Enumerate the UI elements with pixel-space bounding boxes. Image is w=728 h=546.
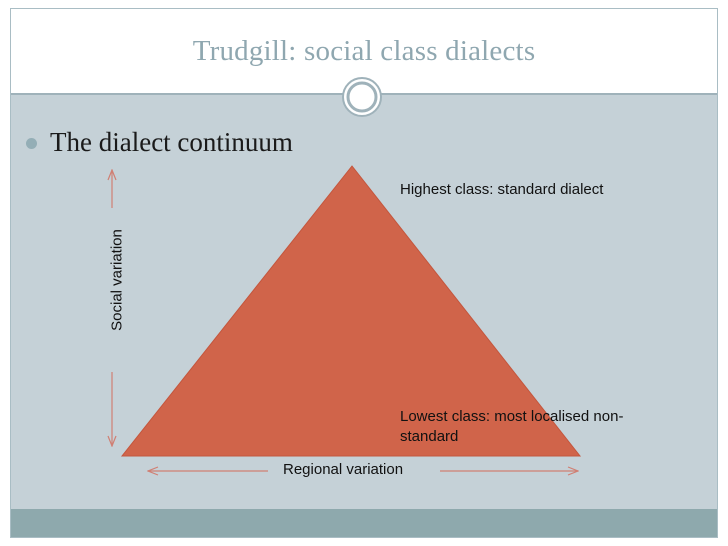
label-regional-variation: Regional variation: [283, 461, 404, 478]
bullet-item: The dialect continuum: [26, 127, 293, 158]
concentric-circle-icon: [342, 77, 382, 117]
bullet-text: The dialect continuum: [50, 127, 293, 157]
label-lowest-line2: standard: [400, 428, 459, 445]
round-bullet-icon: [26, 138, 37, 149]
label-lowest-line1: Lowest class: most localised non-: [400, 408, 624, 425]
label-highest-class: Highest class: standard dialect: [400, 181, 604, 198]
slide-footer: [11, 509, 717, 537]
slide-title: Trudgill: social class dialects: [192, 35, 536, 67]
label-social-variation: Social variation: [108, 229, 126, 331]
label-lowest-class: Lowest class: most localised non- standa…: [400, 407, 675, 447]
dialect-triangle: [120, 165, 582, 457]
